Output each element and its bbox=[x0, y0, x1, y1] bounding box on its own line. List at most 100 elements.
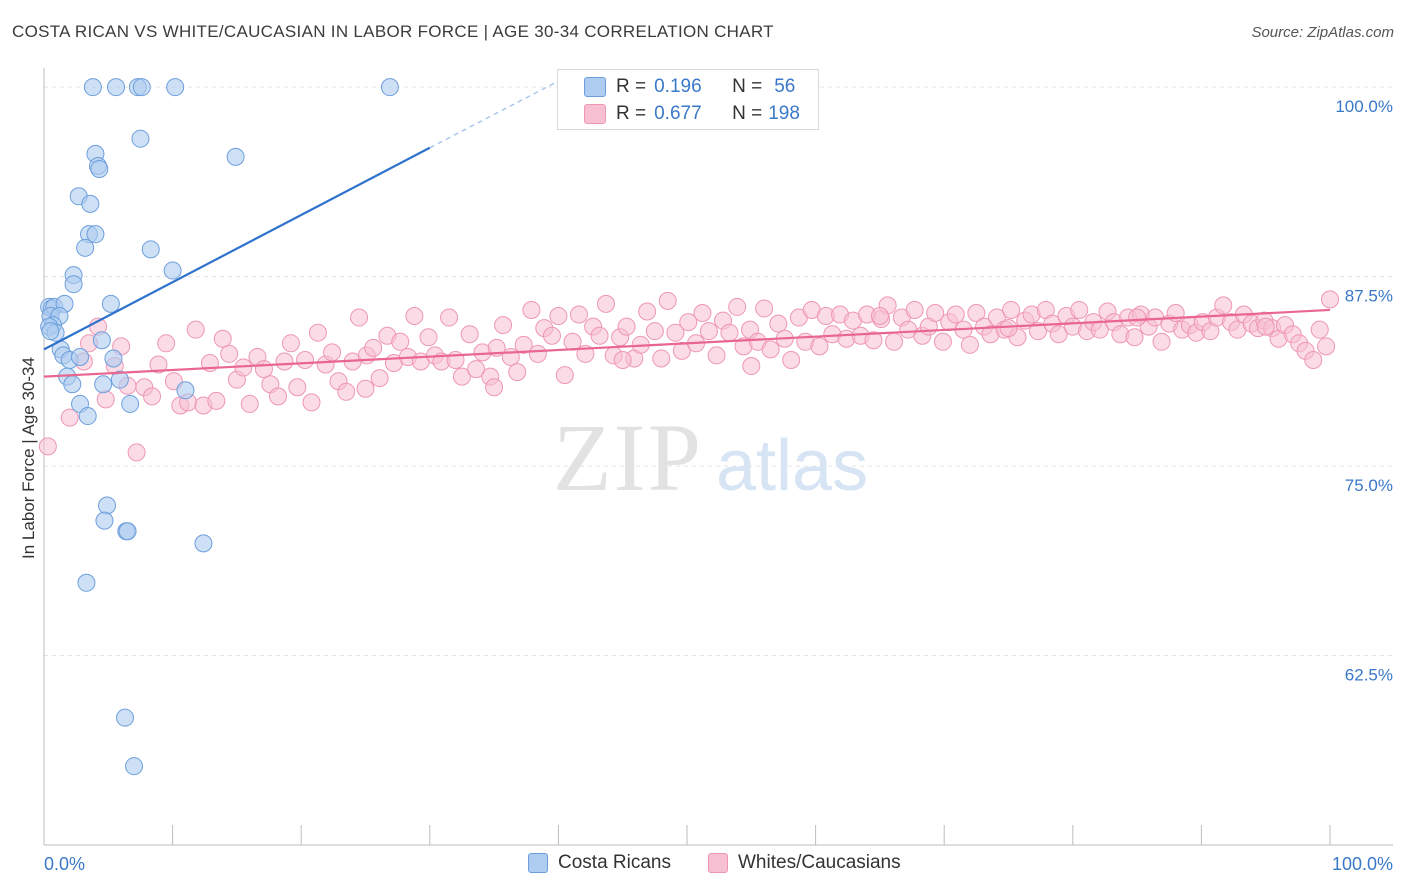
point-costa-ricans bbox=[76, 238, 95, 257]
point-whites bbox=[528, 344, 547, 363]
point-whites bbox=[485, 378, 504, 397]
point-whites bbox=[186, 320, 205, 339]
point-whites bbox=[1002, 300, 1021, 319]
y-axis-title: In Labor Force | Age 30-34 bbox=[19, 357, 38, 559]
point-costa-ricans bbox=[63, 375, 82, 394]
point-whites bbox=[127, 443, 146, 462]
series-costa-ricans-points bbox=[40, 78, 399, 776]
point-costa-ricans bbox=[226, 147, 245, 166]
point-whites bbox=[569, 305, 588, 324]
point-costa-ricans bbox=[104, 349, 123, 368]
trend-line-costa-ricans-extension bbox=[429, 80, 559, 149]
axes bbox=[43, 68, 1393, 846]
point-costa-ricans bbox=[41, 322, 60, 341]
r-label: R = bbox=[616, 103, 647, 124]
point-whites bbox=[555, 366, 574, 385]
point-whites bbox=[419, 328, 438, 347]
point-whites bbox=[679, 313, 698, 332]
point-costa-ricans bbox=[176, 381, 195, 400]
point-costa-ricans bbox=[118, 522, 137, 541]
chart-source: Source: ZipAtlas.com bbox=[1251, 24, 1394, 41]
point-whites bbox=[323, 343, 342, 362]
n-label: N = bbox=[732, 76, 763, 97]
point-whites bbox=[1321, 290, 1339, 309]
point-costa-ricans bbox=[77, 573, 96, 592]
point-whites bbox=[617, 317, 636, 336]
chart-title: COSTA RICAN VS WHITE/CAUCASIAN IN LABOR … bbox=[12, 22, 774, 41]
point-costa-ricans bbox=[131, 129, 150, 148]
r-value: 0.196 bbox=[654, 76, 702, 97]
point-whites bbox=[207, 391, 226, 410]
point-costa-ricans bbox=[83, 78, 102, 97]
point-whites bbox=[1310, 320, 1329, 339]
point-costa-ricans bbox=[132, 78, 151, 97]
trend-lines bbox=[43, 80, 1331, 378]
legend-swatch-costa-ricans bbox=[528, 853, 548, 873]
point-costa-ricans bbox=[194, 534, 213, 553]
point-whites bbox=[1029, 322, 1048, 341]
point-whites bbox=[742, 357, 761, 376]
point-whites bbox=[870, 307, 889, 326]
legend-row-costa-ricans: R = 0.196 N = 56 bbox=[584, 75, 796, 99]
legend-item-costa-ricans: Costa Ricans bbox=[528, 852, 671, 874]
point-whites bbox=[1304, 350, 1323, 369]
n-label: N = bbox=[732, 103, 763, 124]
point-costa-ricans bbox=[81, 194, 100, 213]
point-whites bbox=[967, 303, 986, 322]
point-whites bbox=[522, 300, 541, 319]
point-costa-ricans bbox=[101, 294, 120, 313]
legend-label-costa-ricans: Costa Ricans bbox=[558, 852, 671, 873]
point-whites bbox=[999, 319, 1018, 338]
point-costa-ricans bbox=[141, 240, 160, 259]
point-whites bbox=[213, 329, 232, 348]
legend-swatch-whites bbox=[584, 104, 606, 124]
tick-labels: 62.5% 75.0% 87.5% 100.0% 0.0% 100.0% bbox=[44, 97, 1393, 874]
y-tick-label: 62.5% bbox=[1345, 666, 1393, 685]
watermark-zip: ZIP bbox=[553, 404, 703, 511]
point-whites bbox=[933, 332, 952, 351]
point-whites bbox=[1070, 300, 1089, 319]
watermark-atlas: atlas bbox=[716, 426, 868, 506]
point-whites bbox=[693, 303, 712, 322]
point-costa-ricans bbox=[71, 347, 90, 366]
point-whites bbox=[460, 325, 479, 344]
point-whites bbox=[1125, 328, 1144, 347]
point-whites bbox=[254, 360, 273, 379]
y-tick-label: 87.5% bbox=[1345, 287, 1393, 306]
n-value: 56 bbox=[774, 76, 796, 97]
point-whites bbox=[946, 305, 965, 324]
point-whites bbox=[761, 340, 780, 359]
point-whites bbox=[508, 363, 527, 382]
point-whites bbox=[1256, 317, 1275, 336]
point-whites bbox=[391, 332, 410, 351]
point-whites bbox=[302, 393, 321, 412]
point-whites bbox=[864, 331, 883, 350]
point-whites bbox=[60, 408, 79, 427]
point-costa-ricans bbox=[107, 78, 126, 97]
y-tick-label: 75.0% bbox=[1345, 476, 1393, 495]
legend-row-whites: R = 0.677 N = 198 bbox=[584, 102, 800, 126]
point-whites bbox=[1049, 325, 1068, 344]
point-costa-ricans bbox=[166, 78, 185, 97]
point-whites bbox=[563, 332, 582, 351]
point-whites bbox=[288, 378, 307, 397]
point-whites bbox=[1152, 332, 1171, 351]
point-whites bbox=[296, 350, 315, 369]
point-costa-ricans bbox=[92, 331, 111, 350]
point-whites bbox=[720, 323, 739, 342]
y-tick-label: 100.0% bbox=[1335, 97, 1393, 116]
point-whites bbox=[542, 326, 561, 345]
correlation-legend: R = 0.196 N = 56 R = 0.677 N = 198 bbox=[557, 69, 819, 130]
point-costa-ricans bbox=[90, 160, 109, 179]
point-costa-ricans bbox=[121, 394, 140, 413]
x-tick-label-min: 0.0% bbox=[44, 854, 85, 874]
point-whites bbox=[728, 297, 747, 316]
point-whites bbox=[350, 308, 369, 327]
r-label: R = bbox=[616, 76, 647, 97]
point-whites bbox=[1128, 308, 1147, 327]
point-whites bbox=[440, 308, 459, 327]
point-whites bbox=[337, 382, 356, 401]
point-whites bbox=[220, 344, 239, 363]
point-whites bbox=[905, 300, 924, 319]
